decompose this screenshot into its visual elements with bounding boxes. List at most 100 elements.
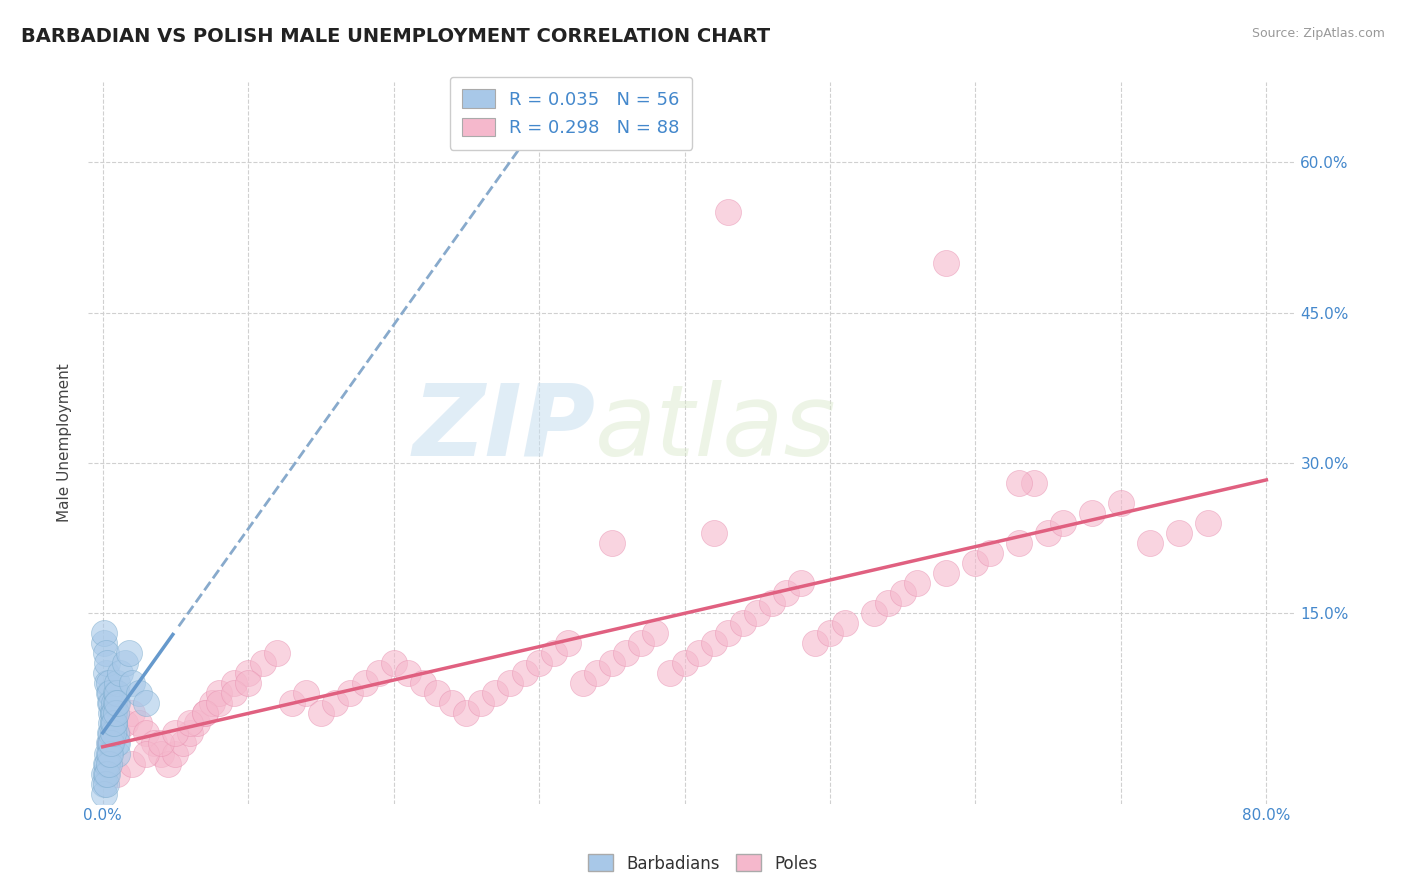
- Point: [105, 737, 128, 751]
- Point: [100, 706, 122, 721]
- Point: [747, 606, 769, 620]
- Point: [97, 676, 120, 690]
- Point: [731, 616, 754, 631]
- Point: [93, 766, 115, 780]
- Point: [165, 726, 187, 740]
- Point: [98, 697, 121, 711]
- Point: [96, 756, 118, 771]
- Point: [309, 706, 332, 721]
- Point: [149, 737, 172, 751]
- Point: [862, 606, 884, 620]
- Point: [96, 676, 118, 690]
- Point: [121, 676, 143, 690]
- Point: [172, 737, 194, 751]
- Point: [104, 737, 127, 751]
- Point: [1052, 516, 1074, 530]
- Point: [513, 666, 536, 681]
- Point: [1139, 536, 1161, 550]
- Point: [659, 666, 682, 681]
- Point: [236, 666, 259, 681]
- Point: [121, 756, 143, 771]
- Point: [412, 676, 434, 690]
- Point: [703, 526, 725, 541]
- Point: [614, 646, 637, 660]
- Point: [1038, 526, 1060, 541]
- Point: [108, 666, 131, 681]
- Point: [96, 747, 118, 761]
- Point: [105, 766, 128, 780]
- Point: [105, 747, 128, 761]
- Point: [98, 737, 121, 751]
- Point: [325, 697, 347, 711]
- Point: [790, 576, 813, 591]
- Point: [1022, 475, 1045, 490]
- Point: [426, 686, 449, 700]
- Point: [128, 716, 150, 731]
- Point: [1008, 475, 1031, 490]
- Point: [101, 706, 124, 721]
- Point: [1081, 506, 1104, 520]
- Point: [104, 726, 127, 740]
- Point: [557, 636, 579, 650]
- Point: [101, 716, 124, 731]
- Point: [93, 787, 115, 801]
- Point: [499, 676, 522, 690]
- Point: [717, 626, 740, 640]
- Point: [1008, 536, 1031, 550]
- Point: [142, 737, 165, 751]
- Legend: Barbadians, Poles: Barbadians, Poles: [581, 847, 825, 880]
- Point: [186, 716, 208, 731]
- Point: [93, 626, 115, 640]
- Point: [382, 657, 405, 671]
- Point: [775, 586, 797, 600]
- Text: atlas: atlas: [595, 380, 837, 477]
- Legend: R = 0.035   N = 56, R = 0.298   N = 88: R = 0.035 N = 56, R = 0.298 N = 88: [450, 77, 692, 150]
- Point: [114, 657, 136, 671]
- Point: [818, 626, 841, 640]
- Point: [93, 636, 115, 650]
- Point: [101, 706, 124, 721]
- Point: [135, 747, 157, 761]
- Point: [101, 716, 124, 731]
- Point: [103, 716, 125, 731]
- Point: [98, 747, 121, 761]
- Point: [103, 726, 125, 740]
- Point: [717, 205, 740, 219]
- Point: [965, 556, 987, 570]
- Point: [456, 706, 478, 721]
- Point: [368, 666, 391, 681]
- Point: [105, 686, 128, 700]
- Point: [295, 686, 318, 700]
- Point: [104, 697, 127, 711]
- Point: [339, 686, 361, 700]
- Point: [165, 747, 187, 761]
- Point: [935, 566, 957, 581]
- Point: [179, 716, 201, 731]
- Y-axis label: Male Unemployment: Male Unemployment: [58, 364, 72, 522]
- Point: [98, 686, 121, 700]
- Point: [94, 756, 117, 771]
- Point: [121, 706, 143, 721]
- Point: [600, 536, 623, 550]
- Point: [905, 576, 928, 591]
- Point: [281, 697, 304, 711]
- Point: [118, 646, 141, 660]
- Point: [100, 697, 122, 711]
- Point: [804, 636, 827, 650]
- Point: [396, 666, 419, 681]
- Point: [135, 726, 157, 740]
- Point: [644, 626, 666, 640]
- Point: [193, 706, 215, 721]
- Point: [201, 697, 224, 711]
- Point: [104, 706, 127, 721]
- Point: [1168, 526, 1191, 541]
- Point: [98, 726, 121, 740]
- Point: [703, 636, 725, 650]
- Point: [586, 666, 609, 681]
- Point: [979, 546, 1001, 560]
- Point: [353, 676, 375, 690]
- Point: [103, 706, 125, 721]
- Point: [105, 676, 128, 690]
- Point: [252, 657, 274, 671]
- Point: [101, 726, 124, 740]
